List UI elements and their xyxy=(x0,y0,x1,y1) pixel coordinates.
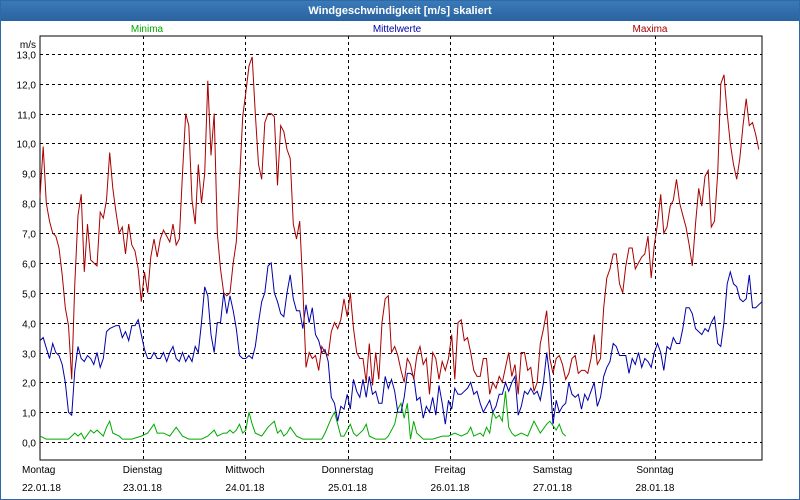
series-line-mittel xyxy=(39,261,763,425)
x-day-label: Sonntag xyxy=(636,465,673,476)
y-tick-label: 13,0 xyxy=(17,51,37,62)
x-day-label: Montag xyxy=(22,465,55,476)
y-tick-label: 6,0 xyxy=(22,260,36,271)
y-tick-label: 0,0 xyxy=(22,439,36,450)
series xyxy=(39,56,763,441)
y-tick-label: 11,0 xyxy=(17,111,36,122)
y-tick-label: 3,0 xyxy=(22,350,36,361)
legend: Minima Mittelwerte Maxima xyxy=(131,24,668,35)
x-date-label: 28.01.18 xyxy=(636,483,675,494)
legend-minima: Minima xyxy=(131,24,164,35)
y-tick-label: 9,0 xyxy=(22,170,36,181)
y-tick-label: 10,0 xyxy=(17,140,37,151)
legend-mittel: Mittelwerte xyxy=(373,24,422,35)
x-date-label: 22.01.18 xyxy=(22,483,61,494)
axes: 0,0 1,0 2,0 3,0 4,0 5,0 6,0 7,0 8,0 9,0 10,0 11,0 12… xyxy=(17,35,763,461)
series-line-maxima xyxy=(39,56,760,395)
x-day-label: Dienstag xyxy=(123,465,162,476)
x-day-label: Mittwoch xyxy=(225,465,264,476)
series-line-minima xyxy=(39,391,567,441)
x-date-label: 24.01.18 xyxy=(226,483,265,494)
plot-frame xyxy=(39,35,763,461)
y-tick-label: 4,0 xyxy=(22,320,36,331)
y-axis-unit: m/s xyxy=(20,40,36,51)
legend-maxima: Maxima xyxy=(632,24,667,35)
y-tick-label: 12,0 xyxy=(17,81,37,92)
x-axis-labels: Montag 22.01.18 Dienstag 23.01.18 Mittwoch 24… xyxy=(22,465,675,494)
y-tick-label: 7,0 xyxy=(22,230,36,241)
x-day-label: Donnerstag xyxy=(322,465,374,476)
wind-speed-chart: 0,0 1,0 2,0 3,0 4,0 5,0 6,0 7,0 8,0 9,0 10,0 11,0 12… xyxy=(17,24,763,494)
x-date-label: 27.01.18 xyxy=(533,483,572,494)
window-title: Windgeschwindigkeit [m/s] skaliert xyxy=(1,1,799,21)
x-day-label: Samstag xyxy=(533,465,572,476)
x-date-label: 23.01.18 xyxy=(123,483,162,494)
grid xyxy=(40,36,762,460)
x-date-label: 26.01.18 xyxy=(431,483,470,494)
y-tick-label: 5,0 xyxy=(22,290,36,301)
y-tick-label: 1,0 xyxy=(22,409,36,420)
x-day-label: Freitag xyxy=(434,465,465,476)
y-tick-label: 8,0 xyxy=(22,200,36,211)
x-date-label: 25.01.18 xyxy=(328,483,367,494)
y-tick-label: 2,0 xyxy=(22,379,36,390)
